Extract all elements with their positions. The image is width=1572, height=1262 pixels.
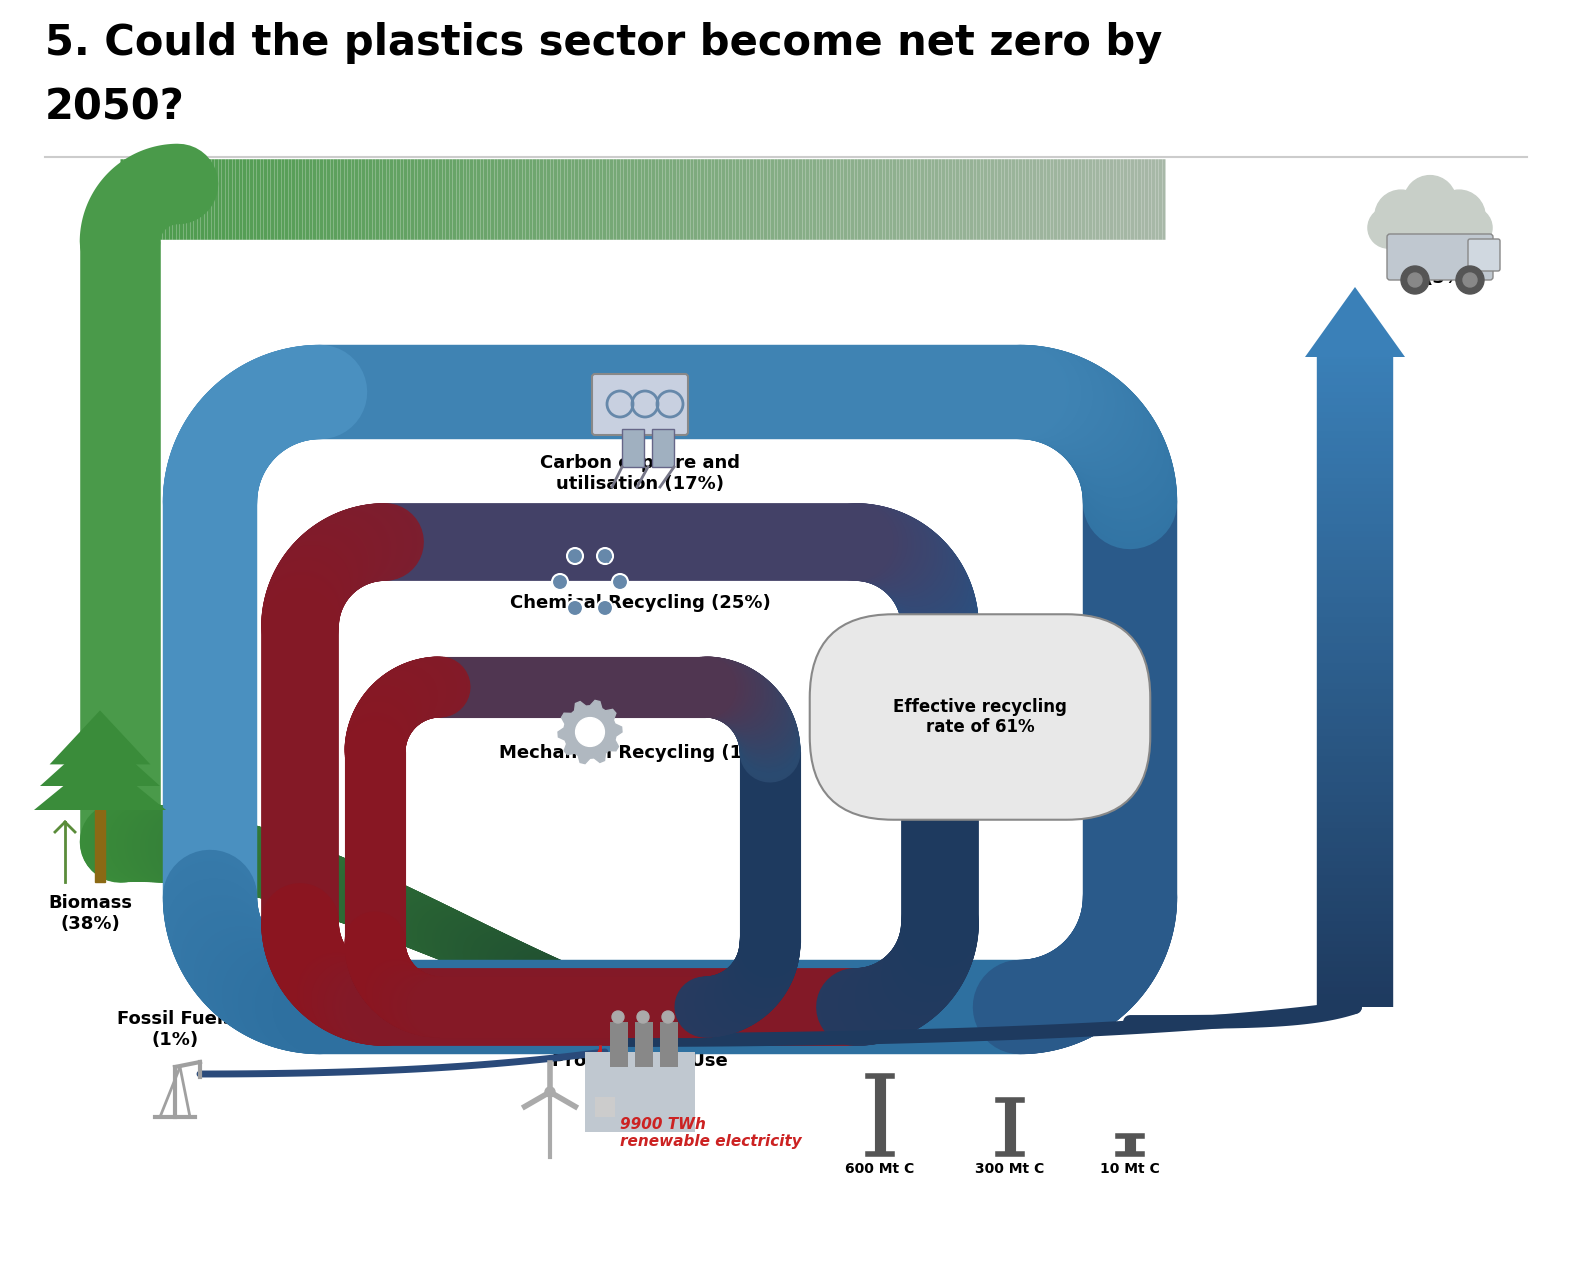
Circle shape <box>662 1011 674 1023</box>
Text: Biomass
(38%): Biomass (38%) <box>49 893 132 933</box>
Circle shape <box>1404 175 1456 228</box>
Text: Mechanical Recycling (19%): Mechanical Recycling (19%) <box>498 745 781 762</box>
Circle shape <box>1409 273 1423 286</box>
Circle shape <box>1434 191 1486 242</box>
Bar <box>652 429 674 467</box>
Text: Effective recycling
rate of 61%: Effective recycling rate of 61% <box>893 698 1067 737</box>
Text: Carbon capture and
utilisation (17%): Carbon capture and utilisation (17%) <box>541 454 740 492</box>
Circle shape <box>552 574 567 591</box>
Text: Fossil Fuels
(1%): Fossil Fuels (1%) <box>116 1010 233 1049</box>
Bar <box>1388 225 1471 251</box>
Bar <box>623 429 645 467</box>
FancyBboxPatch shape <box>1468 239 1500 271</box>
Text: Chemical Recycling (25%): Chemical Recycling (25%) <box>509 594 770 612</box>
Circle shape <box>1376 191 1427 242</box>
Circle shape <box>1401 266 1429 294</box>
Circle shape <box>637 1011 649 1023</box>
Circle shape <box>612 574 627 591</box>
Circle shape <box>567 548 583 564</box>
Circle shape <box>597 599 613 616</box>
Text: Landfill
(5%): Landfill (5%) <box>1410 249 1486 286</box>
Text: 300 Mt C: 300 Mt C <box>975 1162 1045 1176</box>
FancyBboxPatch shape <box>593 374 689 435</box>
Bar <box>594 1097 615 1117</box>
Text: 9900 TWh
renewable electricity: 9900 TWh renewable electricity <box>619 1117 802 1150</box>
Circle shape <box>1464 273 1478 286</box>
Bar <box>94 810 105 882</box>
Bar <box>660 1022 678 1066</box>
Circle shape <box>612 1011 624 1023</box>
Circle shape <box>1368 207 1409 249</box>
Polygon shape <box>1305 286 1405 357</box>
Bar <box>585 1053 695 1132</box>
Circle shape <box>567 599 583 616</box>
Text: 10 Mt C: 10 Mt C <box>1100 1162 1160 1176</box>
Polygon shape <box>39 732 160 786</box>
FancyBboxPatch shape <box>1387 233 1493 280</box>
Text: Production & Use: Production & Use <box>552 1053 728 1070</box>
Circle shape <box>545 1087 555 1097</box>
Bar <box>610 1022 627 1066</box>
Text: 5. Could the plastics sector become net zero by: 5. Could the plastics sector become net … <box>46 21 1162 64</box>
Circle shape <box>1456 266 1484 294</box>
Text: Atmosphere
(34%): Atmosphere (34%) <box>1369 218 1492 257</box>
Polygon shape <box>35 756 167 810</box>
Polygon shape <box>558 700 623 764</box>
Bar <box>635 1022 652 1066</box>
Polygon shape <box>50 711 151 765</box>
Text: 2050?: 2050? <box>46 87 185 129</box>
Circle shape <box>597 548 613 564</box>
Circle shape <box>1451 207 1492 249</box>
Circle shape <box>575 718 604 746</box>
Circle shape <box>1405 201 1454 250</box>
Text: 600 Mt C: 600 Mt C <box>846 1162 915 1176</box>
